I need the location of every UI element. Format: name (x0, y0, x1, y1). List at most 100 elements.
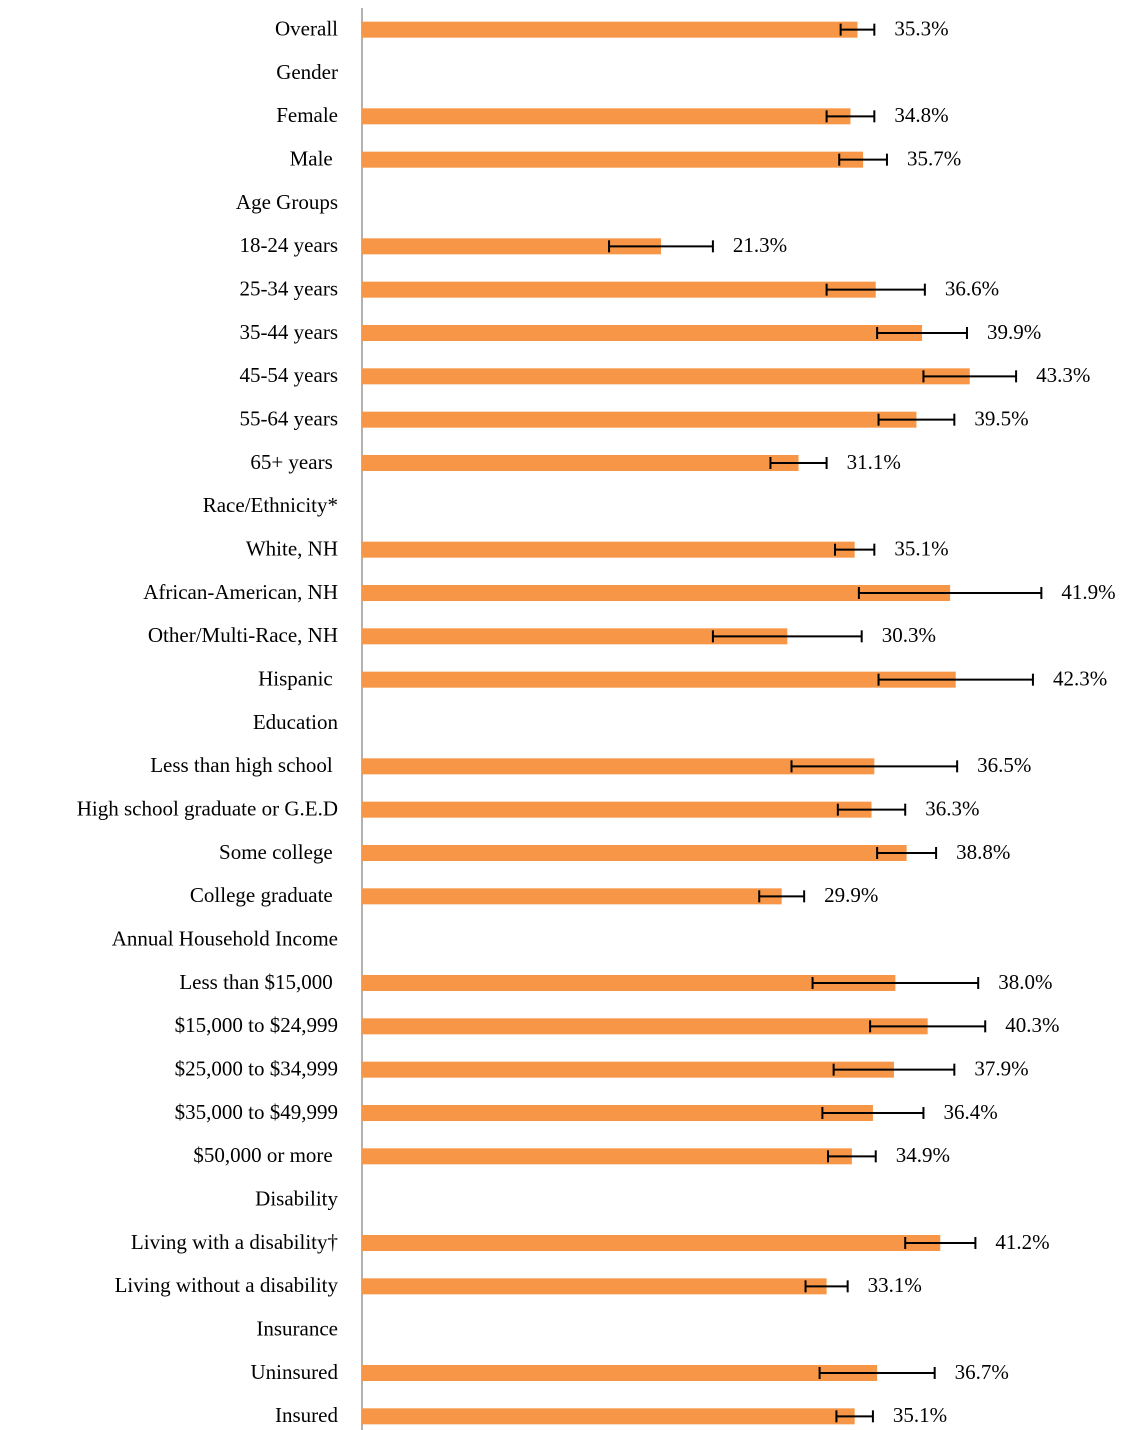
value-label: 43.3% (1036, 363, 1090, 387)
error-bar (711, 630, 863, 643)
category-label: Some college (219, 840, 338, 864)
category-label: Uninsured (251, 1360, 339, 1384)
error-bar (825, 110, 876, 123)
category-label: Insured (275, 1403, 338, 1427)
bar (362, 801, 872, 818)
error-bar (922, 370, 1018, 383)
bar (362, 888, 782, 905)
bar (362, 671, 956, 688)
value-label: 36.5% (977, 753, 1031, 777)
category-label: Education (253, 710, 339, 734)
category-label: Less than high school (150, 753, 338, 777)
category-label: Gender (276, 60, 338, 84)
category-label: $50,000 or more (193, 1143, 338, 1167)
error-bar (869, 1020, 987, 1033)
error-bar (821, 1107, 925, 1119)
error-bar (769, 457, 828, 469)
bar (362, 1235, 941, 1251)
category-label: Female (276, 103, 338, 127)
category-label: Disability (255, 1186, 338, 1210)
value-label: 35.1% (893, 1403, 947, 1427)
bar (362, 628, 788, 645)
error-bar (608, 240, 714, 253)
category-label: 18-24 years (239, 233, 338, 257)
category-label: White, NH (246, 536, 338, 560)
bar (362, 21, 858, 38)
error-bar (876, 327, 968, 339)
value-label: 31.1% (847, 450, 901, 474)
category-label: 65+ years (250, 450, 338, 474)
value-label: 34.9% (896, 1143, 950, 1167)
bar (362, 541, 855, 558)
error-bar (835, 1410, 874, 1423)
value-label: 33.1% (868, 1273, 922, 1297)
category-label: Male (290, 146, 338, 170)
bar (362, 1365, 878, 1381)
category-label: 45-54 years (239, 363, 338, 387)
value-label: 37.9% (974, 1056, 1028, 1080)
category-label: 25-34 years (239, 276, 338, 300)
value-label: 36.3% (925, 796, 979, 820)
bar (362, 238, 661, 255)
bar (362, 1018, 928, 1035)
bar (362, 108, 851, 125)
bar (362, 1148, 852, 1165)
value-label: 21.3% (733, 233, 787, 257)
error-bar (827, 1150, 877, 1163)
error-bar (834, 543, 876, 556)
value-label: 40.3% (1005, 1013, 1059, 1037)
error-bar (876, 847, 938, 859)
category-label: $35,000 to $49,999 (175, 1100, 338, 1124)
error-bar (904, 1237, 977, 1249)
error-bar (832, 1063, 956, 1076)
value-label: 38.8% (956, 840, 1010, 864)
category-label: Living with a disability† (131, 1230, 338, 1254)
value-label: 38.0% (998, 970, 1052, 994)
category-label: African-American, NH (143, 580, 338, 604)
bar (362, 585, 951, 601)
category-label: 35-44 years (239, 320, 338, 344)
bar (362, 1061, 894, 1078)
error-bar (825, 283, 926, 296)
value-label: 41.9% (1061, 580, 1115, 604)
value-label: 30.3% (882, 623, 936, 647)
bar (362, 845, 907, 861)
category-label: Annual Household Income (112, 926, 338, 950)
category-label: 55-64 years (239, 406, 338, 430)
bar (362, 281, 876, 298)
value-label: 39.9% (987, 320, 1041, 344)
category-label: $15,000 to $24,999 (175, 1013, 338, 1037)
category-label: Other/Multi-Race, NH (148, 623, 338, 647)
error-bar (877, 413, 956, 426)
value-label: 36.6% (945, 276, 999, 300)
bar (362, 975, 896, 991)
category-label: High school graduate or G.E.D (77, 796, 338, 820)
error-bar (836, 803, 907, 816)
value-label: 36.4% (943, 1100, 997, 1124)
bar (362, 455, 799, 471)
value-label: 34.8% (894, 103, 948, 127)
category-label: Age Groups (236, 190, 338, 214)
error-bar (857, 587, 1043, 599)
category-label: $25,000 to $34,999 (175, 1056, 338, 1080)
value-label: 41.2% (995, 1230, 1049, 1254)
error-bar (839, 23, 876, 36)
category-label: Living without a disability (115, 1273, 339, 1297)
error-bar (838, 153, 888, 166)
error-bar (818, 1367, 936, 1379)
bar (362, 1105, 873, 1121)
value-label: 35.1% (894, 536, 948, 560)
category-label: College graduate (190, 883, 338, 907)
error-bar (790, 760, 959, 773)
value-label: 35.3% (894, 16, 948, 40)
category-label: Overall (275, 16, 338, 40)
bar (362, 411, 917, 428)
bar (362, 1278, 827, 1295)
error-bar (804, 1280, 849, 1293)
category-label: Hispanic (258, 666, 338, 690)
bar (362, 368, 970, 385)
bar (362, 151, 864, 168)
error-bar (811, 977, 980, 989)
bar (362, 758, 875, 775)
